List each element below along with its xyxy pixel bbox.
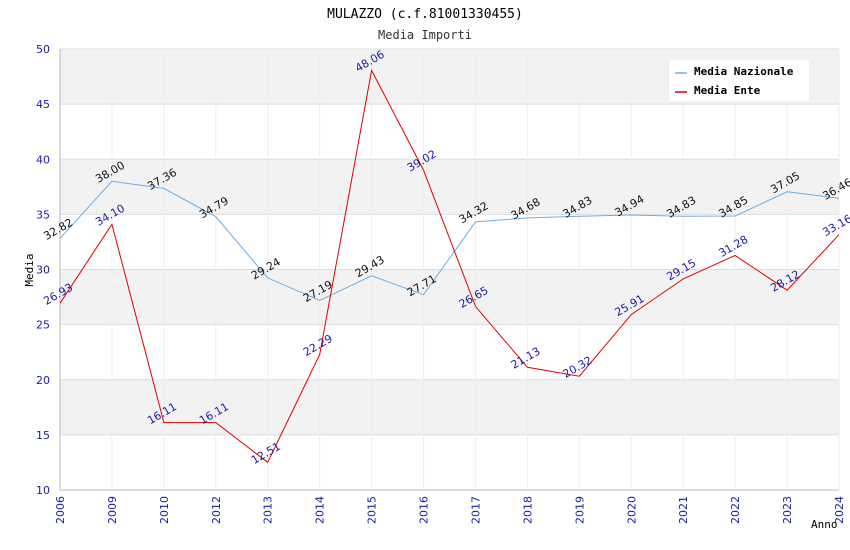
x-tick-label: 2021 [677, 496, 690, 524]
series-lines [59, 68, 840, 464]
y-tick-label: 25 [36, 319, 50, 332]
x-tick-label: 2015 [366, 496, 379, 524]
x-tick-label: 2022 [729, 496, 742, 524]
plot-band [60, 159, 839, 215]
x-tick-label: 2023 [781, 496, 794, 524]
series-line-media-nazionale [59, 180, 840, 302]
plot-band [60, 269, 839, 325]
x-tick-label: 2017 [469, 496, 482, 524]
x-tick-label: 2016 [418, 496, 431, 524]
y-tick-label: 50 [36, 43, 50, 56]
x-tick-label: 2013 [262, 496, 275, 524]
y-tick-label: 15 [36, 429, 50, 442]
x-tick-label: 2009 [106, 496, 119, 524]
y-tick-label: 35 [36, 208, 50, 221]
legend-label-media-nazionale: Media Nazionale [694, 65, 794, 78]
plot-background-bands [60, 49, 839, 490]
chart-subtitle: Media Importi [378, 28, 472, 42]
plot-band [60, 434, 839, 490]
x-tick-label: 2006 [54, 496, 67, 524]
plot-band [60, 214, 839, 270]
x-axis-label: Anno [811, 518, 838, 531]
legend-box [669, 60, 809, 101]
x-tick-label: 2018 [521, 496, 534, 524]
x-tick-label: 2024 [833, 496, 846, 524]
chart-title: MULAZZO (c.f.81001330455) [327, 7, 523, 22]
axes [59, 49, 839, 491]
x-tick-labels: 2006 2009 2010 2012 2013 2014 2015 2016 2017 2018… [54, 496, 846, 524]
x-tick-label: 2012 [210, 496, 223, 524]
plot-band [60, 104, 839, 160]
plot-band [60, 379, 839, 435]
series-line-media-ente [59, 68, 840, 464]
plot-band [60, 324, 839, 380]
y-tick-label: 20 [36, 374, 50, 387]
y-tick-label: 40 [36, 153, 50, 166]
y-axis-label: Media [23, 253, 36, 286]
legend: Media Nazionale Media Ente [669, 60, 809, 101]
y-tick-label: 45 [36, 98, 50, 111]
x-tick-label: 2019 [573, 496, 586, 524]
x-tick-label: 2014 [314, 496, 327, 524]
y-tick-label: 10 [36, 484, 50, 497]
y-tick-label: 30 [36, 264, 50, 277]
x-tick-label: 2020 [625, 496, 638, 524]
y-tick-labels: 10 15 20 25 30 35 40 45 50 [36, 43, 50, 497]
legend-label-media-ente: Media Ente [694, 84, 761, 97]
x-tick-label: 2010 [158, 496, 171, 524]
